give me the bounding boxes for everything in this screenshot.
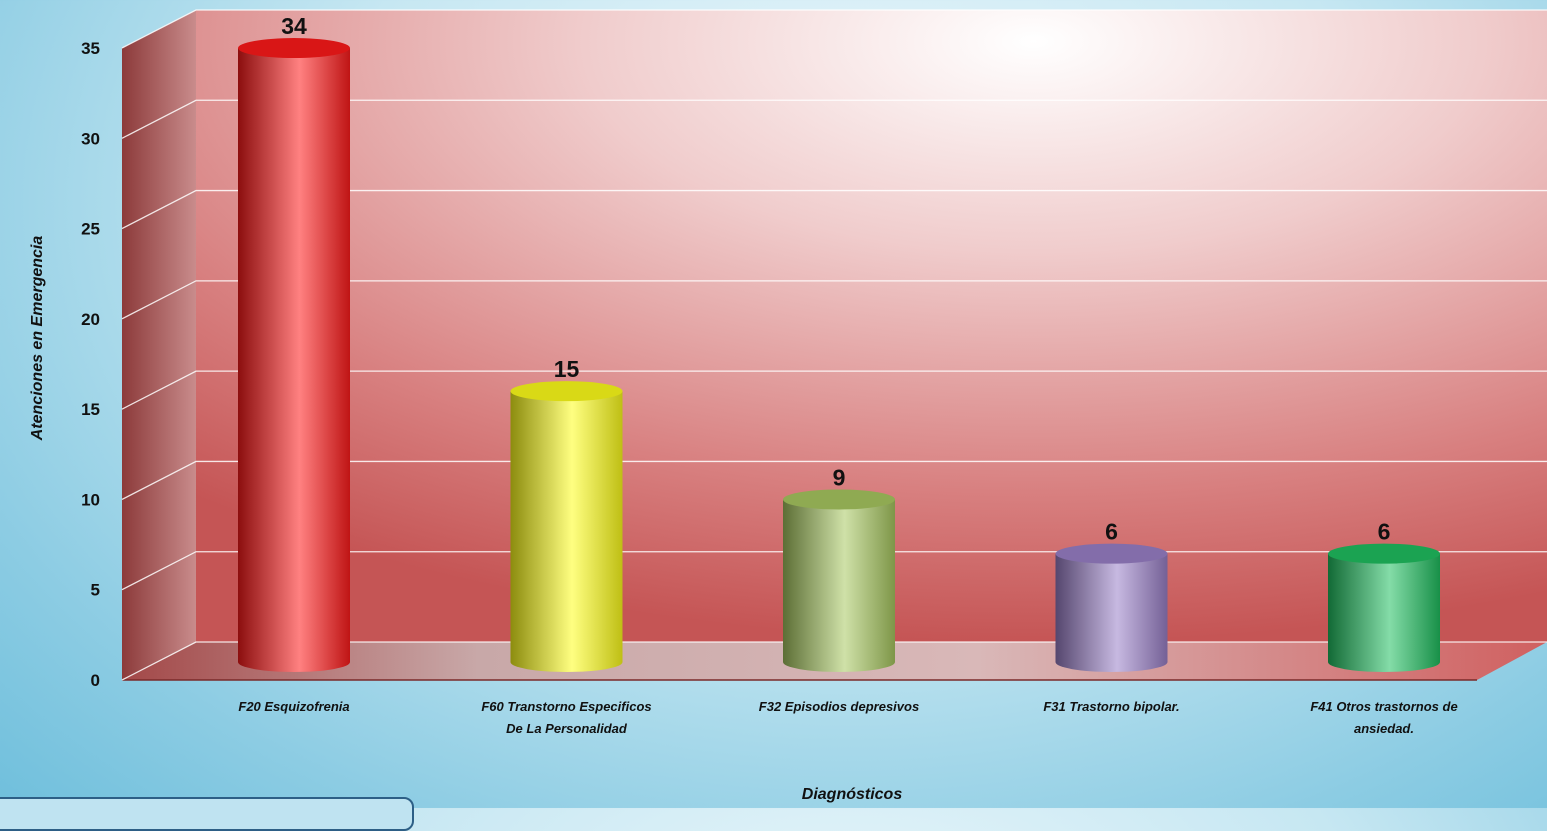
y-tick-label: 20 [81,310,100,329]
x-category-label: F41 Otros trastornos de [1310,699,1457,714]
bar-top [1328,543,1440,564]
gridline [121,189,1547,230]
bar-body [1055,553,1168,673]
x-category-label: F32 Episodios depresivos [759,699,919,714]
bar-body [238,48,350,673]
y-tick-label: 10 [81,490,100,509]
bar [510,381,623,673]
y-tick-label: 5 [91,581,100,600]
gridline [121,460,1547,501]
x-category-label: F60 Transtorno Especificos [481,699,651,714]
x-axis-categories: F20 Esquizofrenia F60 Transtorno Especifi… [238,699,1457,736]
y-axis-title: Atenciones en Emergencia [29,236,46,442]
value-label: 6 [1105,519,1118,545]
bar [783,489,895,672]
gridline [121,9,1547,49]
y-tick-label: 0 [91,671,100,690]
x-category-label: ansiedad. [1354,721,1414,736]
x-category-label: De La Personalidad [506,721,628,736]
bar [238,38,350,673]
value-label: 6 [1378,519,1391,545]
value-label: 15 [554,356,580,382]
bar-top [238,38,350,59]
bar-top [510,381,623,402]
x-category-label: F20 Esquizofrenia [238,699,349,714]
gridlines [121,9,1547,681]
bar-chart: 0 5 10 15 20 25 30 35 34 15 9 6 6 F20 Esquizofrenia… [0,9,1547,831]
gridline [121,99,1547,139]
value-label: 34 [281,13,307,39]
bottom-tab-frame [0,797,414,831]
bar [1055,543,1168,673]
gridline [121,280,1547,320]
bar-body [510,391,623,673]
y-tick-label: 15 [81,400,100,419]
bar-top [1055,543,1168,564]
y-tick-label: 35 [81,39,100,58]
side-wall [122,10,196,680]
x-category-label: F31 Trastorno bipolar. [1043,699,1179,714]
y-axis-ticks: 0 5 10 15 20 25 30 35 [81,39,100,690]
value-labels: 34 15 9 6 6 [281,13,1390,545]
bar [1328,543,1440,672]
bar-body [783,499,895,672]
value-label: 9 [833,464,846,490]
y-tick-label: 30 [81,129,100,148]
y-tick-label: 25 [81,220,100,239]
x-axis-title: Diagnósticos [802,786,903,803]
gridline [121,370,1547,410]
bar-body [1328,553,1440,672]
bars [238,38,1440,673]
bar-top [783,489,895,510]
chart-svg: 0 5 10 15 20 25 30 35 34 15 9 6 6 F20 Esquizofrenia… [29,9,1547,803]
